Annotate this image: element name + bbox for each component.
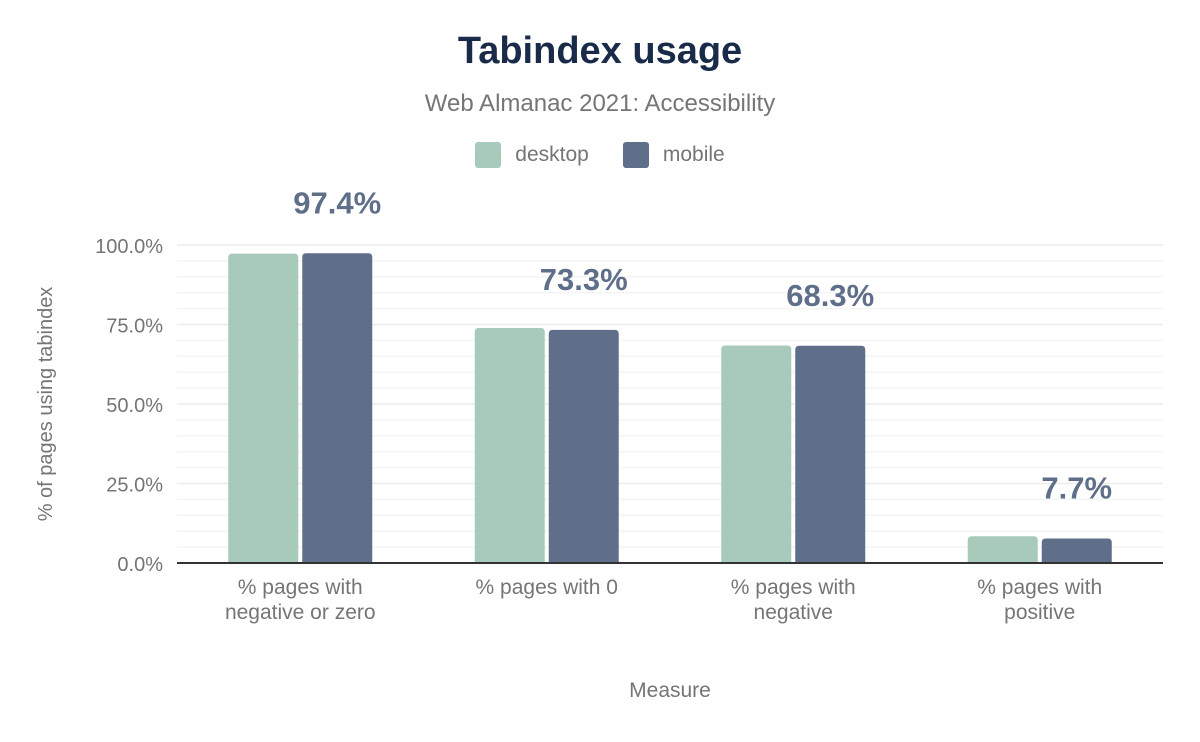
y-tick-label: 25.0% bbox=[106, 475, 163, 497]
data-label: 68.3% bbox=[786, 278, 874, 313]
bar-desktop bbox=[474, 327, 545, 563]
legend-swatch-desktop bbox=[475, 142, 502, 168]
y-axis-label: % of pages using tabindex bbox=[35, 287, 57, 522]
bar-desktop bbox=[967, 536, 1038, 563]
legend-label-mobile: mobile bbox=[662, 143, 725, 166]
legend-item-desktop[interactable]: desktop bbox=[475, 142, 589, 168]
bar-desktop bbox=[228, 253, 299, 563]
x-tick-label: negative or zero bbox=[225, 601, 376, 624]
bar-desktop bbox=[721, 345, 792, 563]
legend-item-mobile[interactable]: mobile bbox=[622, 142, 725, 168]
legend-swatch-mobile bbox=[622, 142, 649, 168]
chart-title: Tabindex usage bbox=[457, 30, 743, 72]
y-tick-label: 50.0% bbox=[106, 395, 163, 417]
chart-subtitle: Web Almanac 2021: Accessibility bbox=[424, 90, 776, 117]
data-label: 7.7% bbox=[1041, 471, 1112, 506]
x-tick-label: % pages with bbox=[731, 576, 856, 599]
bar-mobile bbox=[795, 345, 866, 563]
legend: desktop mobile bbox=[0, 142, 1200, 168]
legend-label-desktop: desktop bbox=[515, 143, 589, 166]
bar-mobile bbox=[1041, 538, 1112, 563]
data-label: 73.3% bbox=[540, 262, 628, 297]
y-tick-label: 100.0% bbox=[95, 236, 163, 258]
y-tick-label: 75.0% bbox=[106, 316, 163, 338]
y-tick-label: 0.0% bbox=[117, 554, 163, 576]
x-tick-label: % pages with bbox=[977, 576, 1102, 599]
data-label: 97.4% bbox=[293, 185, 381, 220]
x-axis-label: Measure bbox=[629, 679, 711, 702]
x-tick-label: negative bbox=[754, 601, 833, 624]
x-tick-label: % pages with bbox=[238, 576, 363, 599]
x-tick-label: % pages with 0 bbox=[476, 576, 618, 599]
bar-mobile bbox=[548, 329, 619, 563]
bar-mobile bbox=[302, 253, 373, 563]
x-tick-label: positive bbox=[1004, 601, 1075, 624]
